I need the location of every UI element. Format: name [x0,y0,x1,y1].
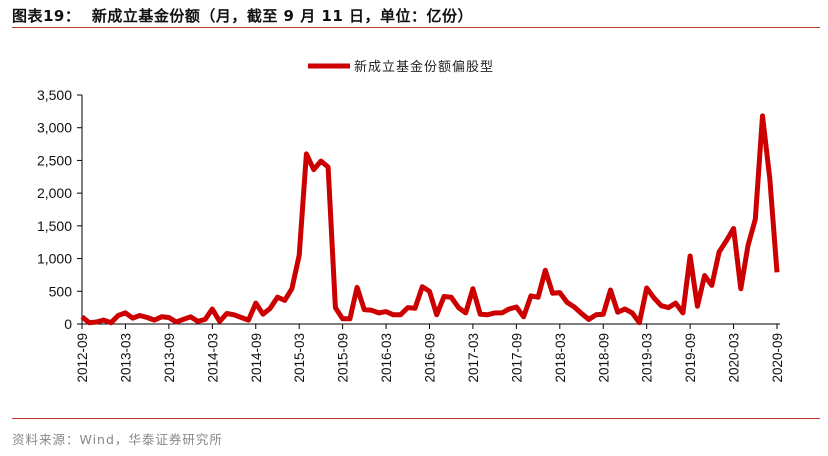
x-tick-label: 2012-09 [75,333,90,383]
x-tick-label: 2020-09 [770,333,785,383]
x-tick-label: 2019-03 [640,333,655,383]
x-tick-label: 2015-09 [336,333,351,383]
footer-divider [12,418,820,419]
title-divider [12,27,820,28]
y-axis: 0 500 1,000 1,500 2,000 2,500 3,000 3,500 [37,87,83,332]
x-tick-label: 2013-03 [118,333,133,383]
x-tick-label: 2017-03 [466,333,481,383]
x-tick-label: 2015-03 [292,333,307,383]
x-tick-label: 2020-03 [727,333,742,383]
chart-title: 图表19： 新成立基金份额（月，截至 9 月 11 日，单位：亿份） [12,7,474,25]
x-tick-label: 2016-09 [423,333,438,383]
y-tick-label: 1,500 [37,218,72,234]
y-tick-label: 2,000 [37,185,72,201]
source-note: 资料来源：Wind，华泰证券研究所 [12,432,223,447]
y-tick-label: 3,500 [37,87,72,103]
x-axis: 2012-09 2013-03 2013-09 2014-03 2014-09 2015-… [75,323,785,383]
x-tick-label: 2014-03 [205,333,220,383]
x-tick-label: 2014-09 [249,333,264,383]
x-tick-label: 2018-09 [596,333,611,383]
x-tick-label: 2013-09 [162,333,177,383]
legend: 新成立基金份额偏股型 [308,59,494,74]
y-tick-label: 0 [64,316,72,332]
y-tick-label: 3,000 [37,120,72,136]
legend-label: 新成立基金份额偏股型 [354,59,494,74]
x-tick-label: 2019-09 [683,333,698,383]
data-points [81,115,778,323]
y-tick-label: 1,000 [37,251,72,267]
x-tick-label: 2017-09 [509,333,524,383]
y-tick-label: 500 [49,283,73,299]
y-tick-label: 2,500 [37,152,72,168]
series-line [80,113,780,326]
x-tick-label: 2016-03 [379,333,394,383]
x-tick-label: 2018-03 [553,333,568,383]
